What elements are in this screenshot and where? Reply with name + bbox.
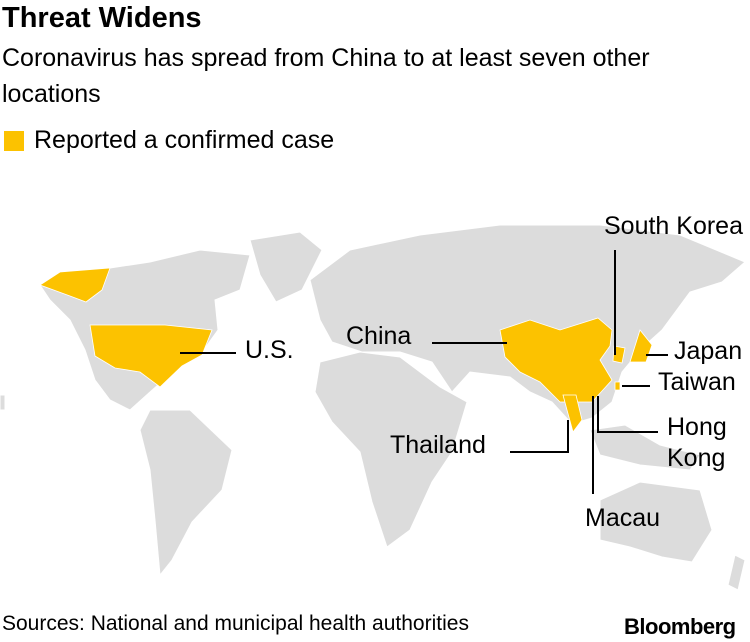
new-zealand: [727, 554, 746, 591]
map-label: Taiwan: [658, 368, 736, 396]
title: Threat Widens: [2, 2, 202, 34]
united-states: [89, 324, 213, 388]
leader-line: [510, 420, 569, 453]
map-label: Japan: [674, 337, 743, 365]
legend-label: Reported a confirmed case: [34, 126, 335, 154]
australia: [599, 481, 713, 563]
map-label: Thailand: [390, 431, 486, 459]
source-note: Sources: National and municipal health a…: [2, 612, 469, 635]
map-label: U.S.: [245, 336, 294, 364]
subtitle: Coronavirus has spread from China to at …: [2, 44, 650, 108]
africa: [314, 351, 468, 548]
logo: Bloomberg: [624, 614, 736, 639]
alaska: [39, 267, 111, 303]
thailand: [562, 394, 583, 433]
taiwan: [614, 381, 621, 391]
map-label: Macau: [585, 504, 661, 532]
map-label: South Korea: [604, 212, 743, 240]
legend-swatch: [4, 130, 24, 151]
southeast-asia-islands: [589, 424, 701, 471]
china: [499, 317, 613, 403]
south-america: [139, 409, 233, 577]
map-label: China: [346, 322, 412, 350]
greenland: [249, 231, 323, 303]
antarctic-edge: [0, 394, 6, 411]
legend: Reported a confirmed case: [4, 126, 334, 155]
map-label: Hong Kong: [667, 413, 727, 472]
leader-line: [597, 396, 658, 433]
